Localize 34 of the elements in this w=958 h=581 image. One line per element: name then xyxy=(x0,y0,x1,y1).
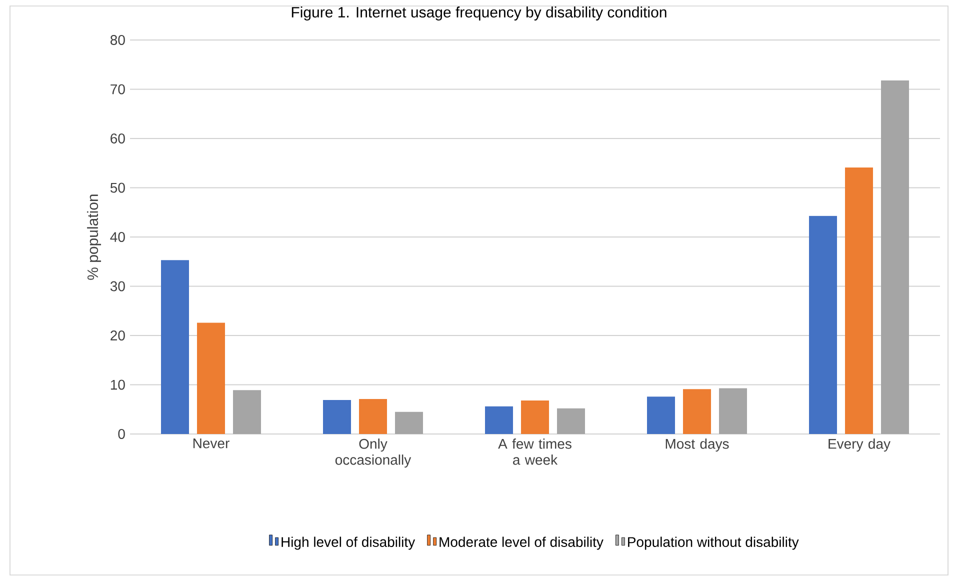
y-tick-label: 30 xyxy=(110,281,125,292)
x-tick-label: Never xyxy=(193,438,230,448)
y-tick-label: 20 xyxy=(110,330,125,340)
bar xyxy=(233,390,261,434)
y-tick-label: 80 xyxy=(110,35,125,45)
chart-title: Figure 1. Internet usage frequency by disability condition xyxy=(292,6,666,21)
bar xyxy=(557,408,585,434)
bar xyxy=(323,400,351,434)
bar xyxy=(359,399,387,434)
y-tick-label: 10 xyxy=(110,380,125,390)
bar xyxy=(809,216,838,434)
bar xyxy=(161,260,189,434)
y-axis-title: % population xyxy=(87,194,102,280)
bar xyxy=(197,322,225,434)
x-tick-label: Every day xyxy=(828,438,890,452)
legend-label: High level of disability xyxy=(282,536,416,550)
y-tick-label: 70 xyxy=(110,84,125,94)
x-tick-label: Most days xyxy=(666,438,729,452)
y-tick-label: 0 xyxy=(118,429,125,439)
bar xyxy=(719,388,748,434)
y-tick-label: 60 xyxy=(110,134,125,144)
bar xyxy=(485,406,514,434)
y-tick-label: 40 xyxy=(110,232,125,242)
bar xyxy=(683,389,712,434)
bar xyxy=(647,396,676,434)
bar xyxy=(881,80,910,434)
legend-label: Population without disability xyxy=(628,536,799,550)
bar xyxy=(395,412,424,434)
x-tick-label: Only occasionally xyxy=(335,438,412,468)
x-tick-label: A few times a week xyxy=(498,438,572,465)
legend-label: Moderate level of disability xyxy=(440,536,604,550)
bar xyxy=(521,400,550,434)
y-tick-label: 50 xyxy=(110,182,125,193)
bar xyxy=(845,168,874,434)
